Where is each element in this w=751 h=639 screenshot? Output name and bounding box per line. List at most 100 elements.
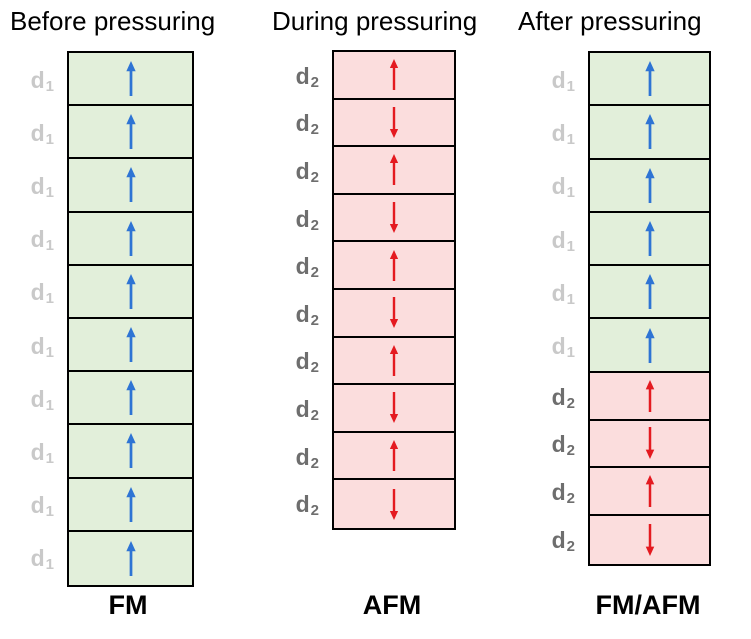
spin-up-arrow-icon [125, 327, 136, 363]
layer-label-subscript: 1 [566, 344, 575, 362]
layer-box-afm-up [590, 468, 709, 517]
spin-up-arrow-icon [644, 114, 655, 150]
layer-label-subscript: 2 [566, 442, 575, 460]
title-after-pressuring: After pressuring [518, 6, 702, 36]
layer-label-text: d [295, 110, 310, 137]
layer-label-text: d [30, 279, 45, 306]
layer-label-text: d [30, 172, 45, 199]
spin-up-arrow-icon [645, 475, 654, 508]
spin-up-arrow-icon [125, 486, 136, 522]
layer-box-fm-up [69, 265, 192, 319]
spin-up-arrow-icon [644, 274, 655, 310]
phase-label-fm-afm: FM/AFM [595, 590, 701, 620]
layer-label-subscript: 2 [310, 311, 319, 329]
spin-up-arrow-icon [125, 167, 136, 203]
layer-box-fm-up [69, 159, 192, 213]
spin-up-arrow-icon [644, 61, 655, 97]
layer-label-text: d [30, 492, 45, 519]
layer-box-fm-up [69, 318, 192, 373]
spin-up-arrow-icon [389, 154, 399, 186]
layer-box-afm-up [590, 372, 709, 421]
layer-label-subscript: 2 [310, 406, 319, 424]
layer-box-fm-up [590, 159, 709, 213]
spin-up-arrow-icon [125, 433, 136, 469]
layer-box-afm-down [590, 420, 709, 469]
spin-up-arrow-icon [644, 327, 655, 363]
layer-label-subscript: 2 [310, 73, 319, 91]
phase-label-afm: AFM [362, 590, 422, 620]
spin-down-arrow-icon [645, 427, 654, 460]
layer-label-text: d [295, 443, 310, 470]
layer-label-subscript: 1 [566, 290, 575, 308]
spin-down-arrow-icon [645, 523, 654, 556]
spin-up-arrow-icon [644, 167, 655, 203]
layer-label-text: d [30, 545, 45, 572]
layer-label-text: d [295, 300, 310, 327]
layer-box-fm-up [69, 425, 192, 479]
layer-label-subscript: 1 [566, 77, 575, 95]
layer-box-afm-down [590, 516, 709, 564]
layer-label-text: d [551, 383, 566, 410]
layer-label-subscript: 1 [566, 130, 575, 148]
spin-up-arrow-icon [644, 221, 655, 257]
phase-label-fm: FM [108, 590, 148, 620]
layer-box-afm-up [334, 242, 454, 290]
spin-up-arrow-icon [125, 273, 136, 309]
layer-box-afm-up [334, 52, 454, 100]
layer-label-text: d [30, 119, 45, 146]
layer-box-afm-down [334, 385, 454, 433]
spin-down-arrow-icon [389, 488, 399, 520]
spin-up-arrow-icon [125, 540, 136, 576]
layer-label-text: d [551, 119, 566, 146]
layer-label-subscript: 1 [566, 237, 575, 255]
layer-box-afm-down [334, 289, 454, 338]
layer-label-subscript: 2 [566, 490, 575, 508]
title-before-pressuring: Before pressuring [10, 6, 216, 36]
layer-label-subscript: 2 [566, 394, 575, 412]
layer-label-subscript: 1 [45, 503, 54, 521]
layer-label-subscript: 2 [310, 454, 319, 472]
layer-box-afm-down [334, 480, 454, 528]
layer-label-text: d [30, 226, 45, 253]
stack-after [588, 51, 711, 566]
layer-label-subscript: 1 [45, 290, 54, 308]
spin-down-arrow-icon [389, 297, 399, 329]
layer-box-fm-up [590, 319, 709, 373]
stack-before [67, 51, 194, 587]
layer-box-fm-up [590, 266, 709, 320]
layer-label-subscript: 2 [310, 264, 319, 282]
layer-box-fm-up [69, 372, 192, 426]
layer-label-subscript: 2 [310, 121, 319, 139]
layer-label-text: d [295, 491, 310, 518]
layer-label-subscript: 1 [45, 343, 54, 361]
layer-label-text: d [551, 226, 566, 253]
layer-label-subscript: 1 [45, 237, 54, 255]
layer-label-text: d [30, 66, 45, 93]
